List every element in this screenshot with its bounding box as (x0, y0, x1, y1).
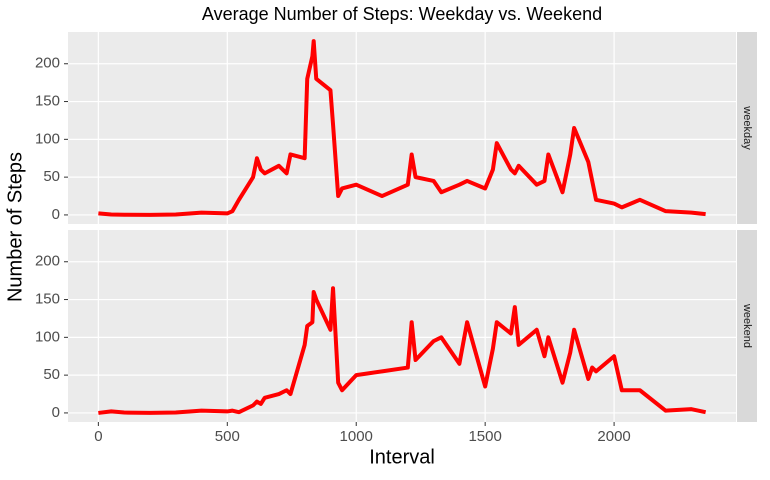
y-tick-label: 0 (52, 404, 60, 421)
strip-background (737, 230, 757, 422)
panel-background (68, 32, 736, 224)
chart-title: Average Number of Steps: Weekday vs. Wee… (202, 4, 602, 24)
data-line (98, 286, 707, 415)
y-tick-label: 200 (35, 55, 60, 72)
y-tick-label: 200 (35, 253, 60, 270)
y-axis-title: Number of Steps (4, 152, 26, 302)
x-tick-label: 1500 (468, 428, 501, 445)
y-tick-label: 0 (52, 206, 60, 223)
strip-label: weekday (741, 105, 753, 150)
x-tick-label: 500 (215, 428, 240, 445)
y-tick-label: 150 (35, 93, 60, 110)
panel-background (68, 230, 736, 422)
x-tick-label: 1000 (340, 428, 373, 445)
x-axis-title: Interval (369, 446, 435, 468)
x-tick-label: 0 (94, 428, 102, 445)
y-tick-label: 100 (35, 328, 60, 345)
strip-background (737, 32, 757, 224)
y-tick-label: 50 (43, 168, 60, 185)
x-tick-label: 2000 (597, 428, 630, 445)
y-tick-label: 50 (43, 366, 60, 383)
data-line (98, 39, 706, 217)
strip-label: weekend (741, 303, 753, 348)
y-tick-label: 150 (35, 291, 60, 308)
y-tick-label: 100 (35, 130, 60, 147)
